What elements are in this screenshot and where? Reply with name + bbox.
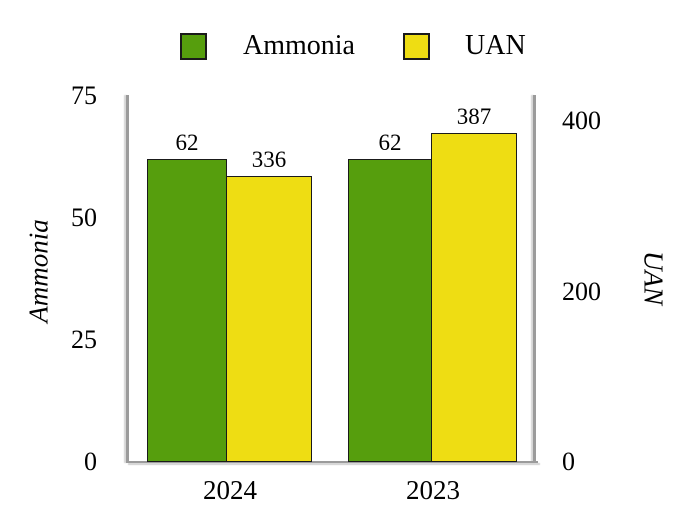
legend-swatch-uan-icon [403,33,430,60]
left-axis-line [126,95,129,463]
plot-area: 62 336 62 387 [147,104,517,462]
bar-value-label: 62 [175,130,199,156]
right-axis-line [533,95,536,463]
right-axis-tick-label: 200 [562,277,601,306]
left-axis-tick-label: 0 [84,447,97,476]
category-label-2024: 2024 [203,475,257,505]
legend-label-uan: UAN [465,30,526,61]
bar-uan-2024: 336 [226,147,312,462]
right-axis-tick-label: 0 [562,447,575,476]
left-axis-tick-label: 75 [71,81,97,110]
left-axis-tick-label: 50 [71,203,97,232]
category-label-2023: 2023 [406,475,460,505]
bar-value-label: 62 [378,130,402,156]
bar-ammonia-2023: 62 [348,130,432,462]
right-axis-tick-label: 400 [562,106,601,135]
legend-label-ammonia: Ammonia [243,30,355,61]
bar-ammonia-2024: 62 [147,130,227,462]
left-axis-tick-label: 25 [71,325,97,354]
x-axis-baseline [126,460,538,463]
legend-swatch-ammonia-icon [180,33,207,60]
bar-value-label: 336 [251,147,287,172]
bar-value-label: 387 [456,103,492,129]
bar-uan-2023: 387 [431,104,517,462]
